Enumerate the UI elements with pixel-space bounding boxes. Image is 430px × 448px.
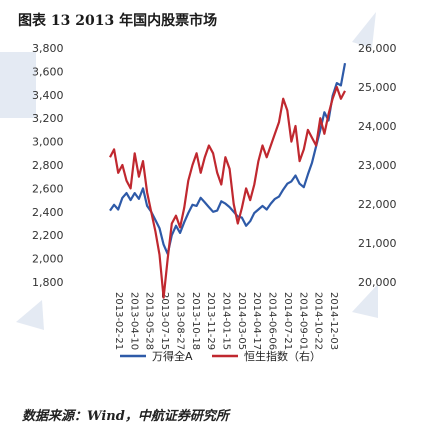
x-tick-label: 2013-10-18 [190, 292, 201, 350]
x-tick-label: 2013-02-21 [113, 292, 124, 350]
x-tick-label: 2013-05-28 [144, 292, 155, 350]
y-left-tick-label: 3,600 [32, 65, 64, 78]
y-right-tick-label: 26,000 [358, 42, 397, 55]
x-axis: 2013-02-21 2013-04-10 2013-05-28 2013-07-15… [113, 292, 339, 350]
y-left-tick-label: 3,800 [32, 42, 64, 55]
y-left-tick-label: 2,000 [32, 253, 64, 266]
series-layer [109, 63, 347, 299]
x-tick-label: 2014-03-05 [236, 292, 247, 350]
legend-label: 恒生指数（右） [244, 349, 321, 363]
x-tick-label: 2014-07-21 [282, 292, 293, 350]
legend-label: 万得全A [152, 349, 193, 363]
y-left-tick-label: 2,600 [32, 182, 64, 195]
y-right-tick-label: 23,000 [358, 159, 397, 172]
watermark-shape-bottom-left [16, 300, 44, 330]
y-right-tick-label: 22,000 [358, 198, 397, 211]
x-tick-label: 2014-01-15 [221, 292, 232, 350]
y-right-tick-label: 25,000 [358, 81, 397, 94]
y-left-tick-label: 3,200 [32, 112, 64, 125]
y-axis-right: 20,000 21,000 22,000 23,000 24,000 25,000 26,0… [358, 42, 397, 289]
x-tick-label: 2014-10-22 [313, 292, 324, 350]
x-tick-label: 2013-07-15 [159, 292, 170, 350]
x-tick-label: 2014-12-03 [328, 292, 339, 350]
y-right-tick-label: 21,000 [358, 237, 397, 250]
x-tick-label: 2014-06-06 [267, 292, 278, 350]
source-note: 数据来源：Wind，中航证券研究所 [22, 409, 229, 424]
figure-title: 图表 13 2013 年国内股票市场 [18, 13, 218, 29]
x-tick-label: 2013-08-27 [174, 292, 185, 350]
y-left-tick-label: 3,000 [32, 136, 64, 149]
legend: 万得全A 恒生指数（右） [120, 349, 321, 363]
y-left-tick-label: 2,200 [32, 229, 64, 242]
watermark [0, 12, 378, 330]
x-tick-label: 2013-11-29 [205, 292, 216, 350]
x-tick-label: 2013-04-10 [128, 292, 139, 350]
series-line-wind-a [109, 63, 347, 255]
watermark-shape-bottom-right [352, 284, 378, 318]
x-tick-label: 2014-04-17 [251, 292, 262, 350]
watermark-shape-right [352, 12, 376, 48]
y-left-tick-label: 3,400 [32, 89, 64, 102]
x-tick-label: 2014-09-01 [297, 292, 308, 350]
y-right-tick-label: 24,000 [358, 120, 397, 133]
watermark-shape-left [0, 52, 36, 118]
y-right-tick-label: 20,000 [358, 276, 397, 289]
y-left-tick-label: 1,800 [32, 276, 64, 289]
y-axis-left: 1,800 2,000 2,200 2,400 2,600 2,800 3,000 3,200… [32, 42, 64, 289]
y-left-tick-label: 2,400 [32, 206, 64, 219]
series-line-hang-seng [109, 85, 346, 299]
y-left-tick-label: 2,800 [32, 159, 64, 172]
